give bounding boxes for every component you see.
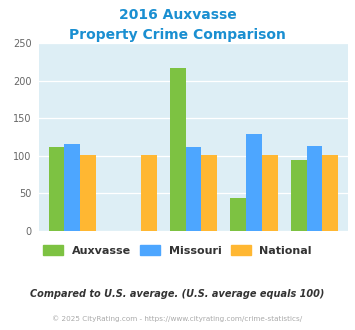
Bar bbox=[246, 134, 262, 231]
Bar bbox=[141, 155, 157, 231]
Text: Compared to U.S. average. (U.S. average equals 100): Compared to U.S. average. (U.S. average … bbox=[30, 289, 325, 299]
Bar bbox=[230, 198, 246, 231]
Bar bbox=[170, 68, 186, 231]
Text: © 2025 CityRating.com - https://www.cityrating.com/crime-statistics/: © 2025 CityRating.com - https://www.city… bbox=[53, 315, 302, 322]
Bar bbox=[307, 146, 322, 231]
Bar bbox=[322, 155, 338, 231]
Bar bbox=[80, 155, 96, 231]
Bar bbox=[262, 155, 278, 231]
Bar bbox=[201, 155, 217, 231]
Bar bbox=[49, 147, 65, 231]
Text: Property Crime Comparison: Property Crime Comparison bbox=[69, 28, 286, 42]
Bar bbox=[186, 148, 201, 231]
Bar bbox=[65, 144, 80, 231]
Legend: Auxvasse, Missouri, National: Auxvasse, Missouri, National bbox=[39, 241, 316, 260]
Bar bbox=[291, 160, 307, 231]
Text: 2016 Auxvasse: 2016 Auxvasse bbox=[119, 8, 236, 22]
